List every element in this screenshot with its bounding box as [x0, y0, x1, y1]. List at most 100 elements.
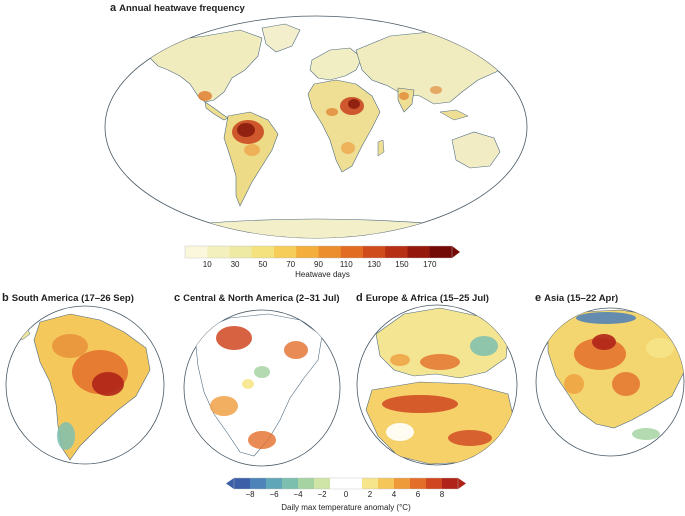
mediterranean-anomaly [420, 354, 460, 370]
indonesia-cool [632, 428, 660, 440]
north-south-america-anomaly [52, 334, 88, 358]
colorbar-anomaly-swatch [298, 478, 315, 489]
colorbar-anomaly-arrow-left [226, 478, 234, 489]
panel-a-title: a Annual heatwave frequency [110, 2, 245, 14]
colorbar-anomaly-swatch [442, 478, 459, 489]
globe-south-america [5, 305, 165, 465]
south-asia-warm [399, 92, 409, 100]
colorbar-anomaly-swatch [250, 478, 267, 489]
brazil-warm [244, 144, 260, 156]
colorbar-heatwave-swatch [185, 246, 208, 258]
world-map [104, 15, 528, 239]
colorbar-anomaly-swatch [426, 478, 443, 489]
mexico-anomaly [248, 431, 276, 449]
greenland [261, 23, 301, 53]
colorbar-heatwave-outline [184, 245, 453, 259]
southwest-us-anomaly [210, 396, 238, 416]
panel-e-label: Asia (15–22 Apr) [544, 293, 619, 304]
panel-e-title: e Asia (15–22 Apr) [535, 292, 618, 304]
panel-d-letter: d [356, 292, 363, 304]
colorbar-heatwave-tick-label: 10 [202, 260, 212, 269]
globe-north-america [183, 309, 341, 467]
colorbar-heatwave-swatch [251, 246, 275, 258]
south-africa-warm [341, 142, 355, 154]
patagonia-cool [57, 422, 75, 450]
amazon-core [237, 123, 255, 137]
colorbar-heatwave-tick-label: 170 [423, 260, 437, 269]
colorbar-heatwave-swatch [340, 246, 364, 258]
sahel-anomaly [448, 430, 492, 446]
colorbar-heatwave-swatch [207, 246, 230, 258]
colorbar-heatwave-swatch [385, 246, 408, 258]
midwest-cool [254, 366, 270, 378]
colorbar-heatwave-swatch [429, 246, 453, 258]
central-asia-core-anomaly [592, 334, 616, 350]
colorbar-heatwave-swatch [274, 246, 297, 258]
colorbar-anomaly [226, 477, 466, 490]
panel-c-title: c Central & North America (2–31 Jul) [174, 292, 340, 304]
colorbar-anomaly-swatch [266, 478, 283, 489]
india-anomaly [564, 374, 584, 394]
colorbar-anomaly-swatch [394, 478, 411, 489]
panel-b-title: b South America (17–26 Sep) [2, 292, 134, 304]
north-africa-anomaly [382, 395, 458, 413]
colorbar-anomaly-swatch [282, 478, 299, 489]
colorbar-anomaly-swatch [378, 478, 395, 489]
southeast-asia-anomaly [612, 372, 640, 396]
colorbar-heatwave-tick-label: 130 [367, 260, 381, 269]
colorbar-anomaly-tick-label: −6 [269, 490, 279, 499]
colorbar-anomaly-swatch [234, 478, 251, 489]
colorbar-anomaly-tick-label: 6 [415, 490, 421, 499]
panel-b-label: South America (17–26 Sep) [11, 293, 134, 304]
colorbar-anomaly-outline [233, 477, 459, 490]
colorbar-heatwave-arrow-right [452, 246, 460, 258]
colorbar-heatwave-tick-label: 150 [395, 260, 409, 269]
colorbar-heatwave-tick-label: 110 [339, 260, 353, 269]
canada-west-anomaly [216, 326, 252, 350]
globe-asia [535, 307, 685, 457]
madagascar [377, 139, 385, 157]
east-asia-mild [646, 338, 674, 358]
canada-east-anomaly [284, 341, 308, 359]
australia [451, 131, 501, 169]
africa-landmass [365, 381, 515, 465]
colorbar-anomaly-tick-label: −8 [245, 490, 255, 499]
colorbar-anomaly-tick-label: 0 [343, 490, 349, 499]
brazil-core-anomaly [92, 372, 124, 396]
panel-b-letter: b [2, 292, 9, 304]
colorbar-anomaly-tick-label: 4 [391, 490, 397, 499]
colorbar-anomaly-tick-label: 8 [439, 490, 445, 499]
europe [309, 47, 363, 81]
panel-d-title: d Europe & Africa (15–25 Jul) [356, 292, 489, 304]
antarctica [119, 218, 513, 238]
colorbar-anomaly-tick-label: −4 [293, 490, 303, 499]
colorbar-heatwave-swatch [407, 246, 431, 258]
colorbar-heatwave-tick-label: 70 [286, 260, 296, 269]
eastern-europe-cool [470, 336, 498, 356]
iberia-anomaly [390, 354, 410, 366]
colorbar-heatwave-label: Heatwave days [295, 270, 350, 279]
panel-a-label: Annual heatwave frequency [119, 3, 245, 14]
colorbar-heatwave-tick-label: 50 [258, 260, 268, 269]
colorbar-anomaly-swatch [314, 478, 331, 489]
central-america [204, 101, 229, 121]
panel-c-label: Central & North America (2–31 Jul) [183, 293, 340, 304]
colorbar-heatwave-tick-label: 90 [314, 260, 323, 269]
colorbar-anomaly-label: Daily max temperature anomaly (°C) [281, 503, 411, 512]
panel-c-letter: c [174, 292, 181, 304]
colorbar-anomaly-tick-label: −2 [317, 490, 327, 499]
globe-europe-africa [356, 304, 518, 466]
colorbar-anomaly-swatch [410, 478, 427, 489]
colorbar-heatwave-swatch [318, 246, 342, 258]
panel-a-letter: a [110, 2, 117, 14]
colorbar-heatwave-swatch [296, 246, 319, 258]
colorbar-anomaly-swatch [346, 478, 363, 489]
west-africa-warm [326, 108, 338, 116]
colorbar-heatwave-swatch [229, 246, 253, 258]
colorbar-anomaly-swatch [362, 478, 379, 489]
colorbar-heatwave [184, 245, 460, 259]
panel-e-letter: e [535, 292, 542, 304]
colorbar-heatwave-tick-label: 30 [230, 260, 240, 269]
plains-warm [242, 379, 254, 389]
siberia-cold [576, 312, 636, 324]
